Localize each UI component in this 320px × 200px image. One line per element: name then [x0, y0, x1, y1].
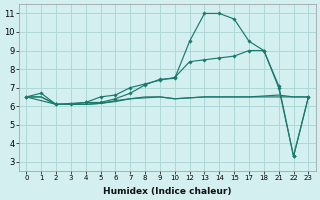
X-axis label: Humidex (Indice chaleur): Humidex (Indice chaleur) [103, 187, 232, 196]
